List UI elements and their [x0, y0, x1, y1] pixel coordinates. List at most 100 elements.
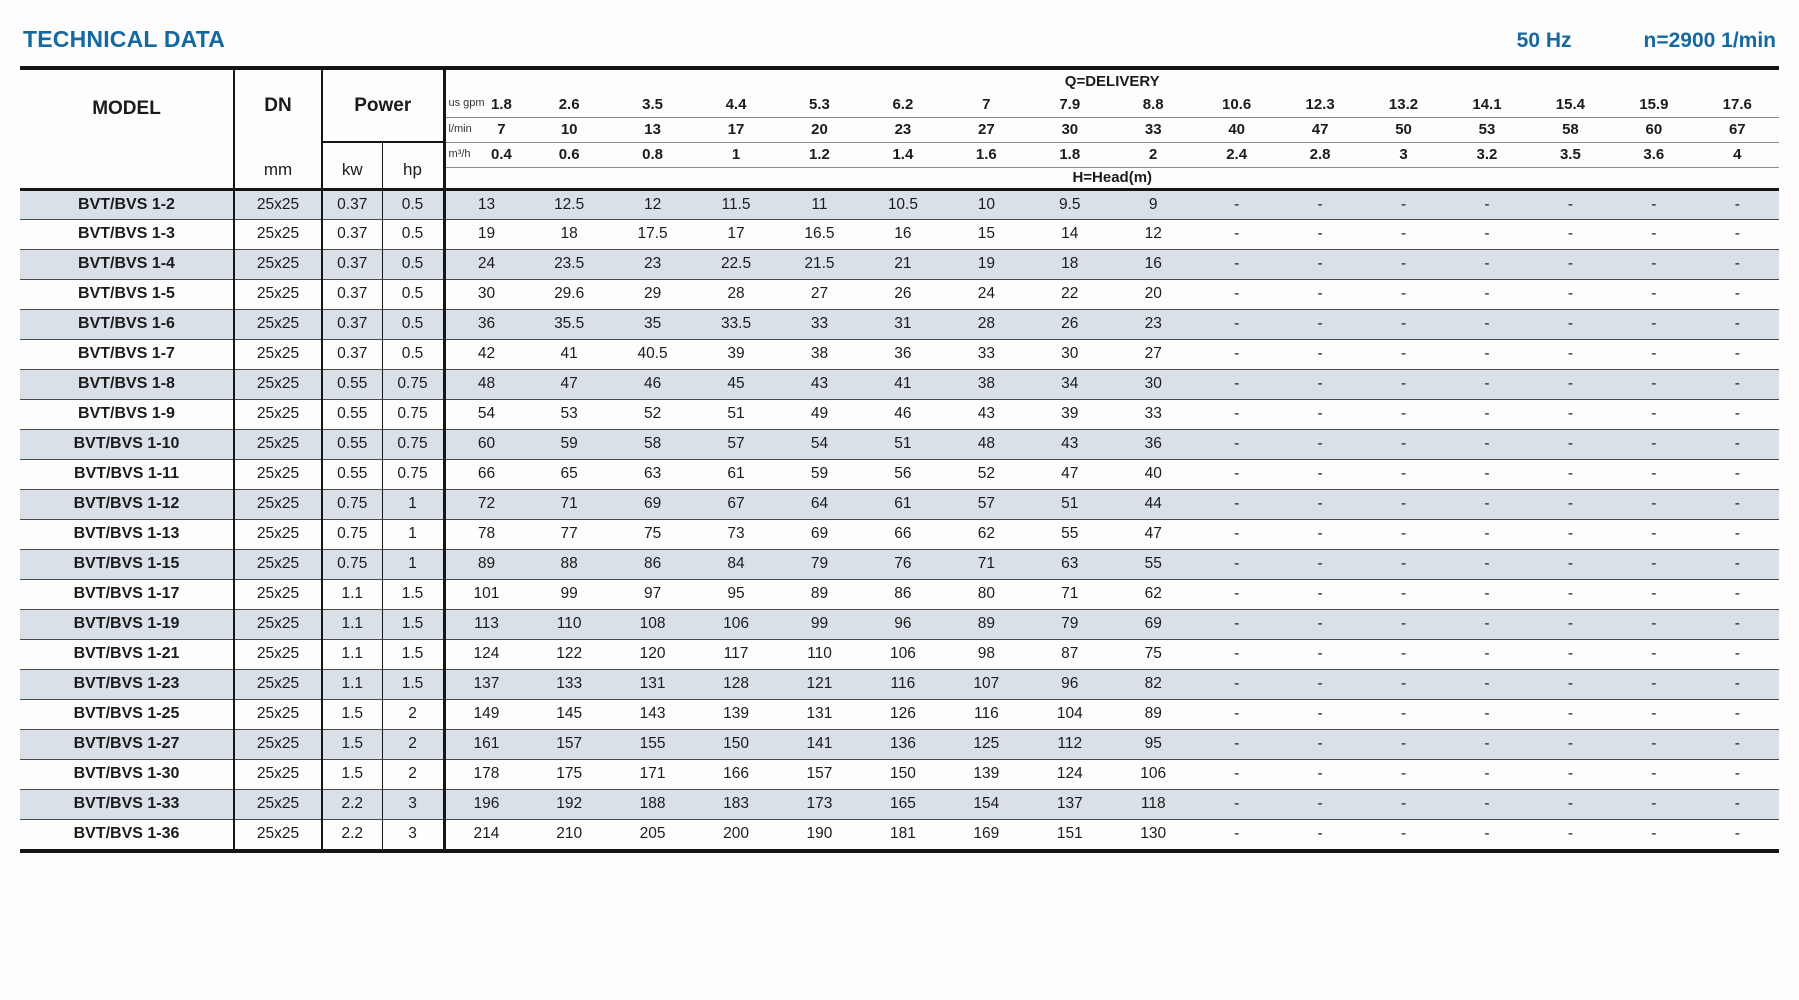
- head-value-cell: 173: [777, 789, 862, 820]
- head-value-cell: -: [1528, 609, 1613, 640]
- head-value-cell: -: [1695, 549, 1779, 580]
- power-column-header: Power: [322, 70, 446, 143]
- flow-header-value: 6.2: [861, 92, 945, 118]
- flow-header-value: 33: [1111, 117, 1195, 143]
- head-value-cell: 56: [861, 459, 945, 490]
- flow-header-value: 53: [1445, 117, 1529, 143]
- flow-header-value: 1.6: [944, 142, 1029, 168]
- head-value-cell: 16: [1111, 249, 1195, 280]
- head-value-cell: -: [1194, 399, 1279, 430]
- head-value-cell: 95: [694, 579, 778, 610]
- kw-cell: 1.1: [322, 669, 383, 700]
- head-value-cell: -: [1194, 519, 1279, 550]
- head-value-cell: 99: [527, 579, 611, 610]
- head-value-cell: -: [1612, 699, 1696, 730]
- head-value-cell: 34: [1028, 369, 1112, 400]
- model-cell: BVT/BVS 1-27: [20, 729, 235, 760]
- table-row: BVT/BVS 1-33 25x25 2.2 3 196 192 188 183 173 165 1…: [20, 789, 1779, 820]
- flow-header-value: 4: [1695, 142, 1779, 168]
- head-value-cell: 28: [944, 309, 1029, 340]
- kw-cell: 1.5: [322, 759, 383, 790]
- head-value-cell: -: [1361, 339, 1446, 370]
- head-value-cell: -: [1194, 369, 1279, 400]
- head-value-cell: 36: [444, 309, 528, 340]
- table-row: BVT/BVS 1-13 25x25 0.75 1 78 77 75 73 69 66 62 55 47…: [20, 519, 1779, 550]
- flow-header-value: m³/h 0.4: [444, 142, 528, 168]
- flow-header-value: 23: [861, 117, 945, 143]
- head-value-cell: 24: [444, 249, 528, 280]
- model-cell: BVT/BVS 1-10: [20, 429, 235, 460]
- table-row: BVT/BVS 1-36 25x25 2.2 3 214 210 205 200 190 181 1…: [20, 819, 1779, 849]
- hp-cell: 0.75: [382, 429, 446, 460]
- head-value-cell: 71: [944, 549, 1029, 580]
- table-row: BVT/BVS 1-12 25x25 0.75 1 72 71 69 67 64 61 57 51 44…: [20, 489, 1779, 520]
- head-value-cell: 60: [444, 429, 528, 460]
- head-value-cell: -: [1361, 369, 1446, 400]
- head-value-cell: 166: [694, 759, 778, 790]
- hp-cell: 1.5: [382, 609, 446, 640]
- head-value-cell: 124: [444, 639, 528, 670]
- dn-cell: 25x25: [234, 309, 323, 340]
- head-value-cell: -: [1194, 579, 1279, 610]
- kw-cell: 2.2: [322, 819, 383, 849]
- head-value-cell: -: [1445, 759, 1529, 790]
- head-value-cell: -: [1612, 249, 1696, 280]
- head-value-cell: 106: [694, 609, 778, 640]
- head-value-cell: -: [1528, 309, 1613, 340]
- head-value-cell: 15: [944, 219, 1029, 250]
- hp-cell: 0.75: [382, 459, 446, 490]
- head-value-cell: -: [1612, 369, 1696, 400]
- head-value-cell: 40: [1111, 459, 1195, 490]
- table-row: BVT/BVS 1-15 25x25 0.75 1 89 88 86 84 79 76 71 63 55…: [20, 549, 1779, 580]
- head-value-cell: -: [1612, 519, 1696, 550]
- head-value-cell: 9: [1111, 189, 1195, 220]
- table-row: BVT/BVS 1-2 25x25 0.37 0.5 13 12.5 12 11.5 11 10.…: [20, 189, 1779, 220]
- dn-cell: 25x25: [234, 759, 323, 790]
- head-value-cell: 190: [806, 825, 833, 843]
- model-cell: BVT/BVS 1-17: [20, 579, 235, 610]
- hp-cell: 3: [382, 789, 446, 820]
- head-value-cell: -: [1651, 825, 1657, 843]
- head-value-cell: 48: [944, 429, 1029, 460]
- head-value-cell: -: [1278, 459, 1362, 490]
- flow-header-value: 30: [1028, 117, 1112, 143]
- head-value-cell: 16.5: [777, 219, 862, 250]
- head-value-cell: -: [1528, 249, 1613, 280]
- head-value-cell: -: [1445, 429, 1529, 460]
- flow-header-value: 10: [527, 117, 611, 143]
- head-value-cell: 106: [1111, 759, 1195, 790]
- head-value-cell: -: [1528, 639, 1613, 670]
- head-value-cell: -: [1445, 489, 1529, 520]
- head-value-cell: 35.5: [527, 309, 611, 340]
- head-value-cell: 106: [861, 639, 945, 670]
- head-value-cell: -: [1612, 399, 1696, 430]
- kw-cell: 0.75: [322, 549, 383, 580]
- head-value-cell: -: [1361, 279, 1446, 310]
- head-value-cell: 86: [610, 549, 695, 580]
- head-value-cell: 41: [861, 369, 945, 400]
- head-value-cell: -: [1445, 549, 1529, 580]
- head-value-cell: 130: [1140, 825, 1167, 843]
- head-value-cell: 10.5: [861, 189, 945, 220]
- head-value-cell: -: [1278, 519, 1362, 550]
- head-value-cell: -: [1361, 789, 1446, 820]
- head-value-cell: -: [1361, 249, 1446, 280]
- table-row: BVT/BVS 1-6 25x25 0.37 0.5 36 35.5 35 33.5 33 31 2…: [20, 309, 1779, 340]
- head-value-cell: 157: [777, 759, 862, 790]
- head-value-cell: -: [1612, 789, 1696, 820]
- head-value-cell: -: [1528, 459, 1613, 490]
- head-value-cell: 98: [944, 639, 1029, 670]
- head-value-cell: -: [1278, 669, 1362, 700]
- head-value-cell: 73: [694, 519, 778, 550]
- head-value-cell: 76: [861, 549, 945, 580]
- flow-header-value: 14.1: [1445, 92, 1529, 118]
- table-row: BVT/BVS 1-11 25x25 0.55 0.75 66 65 63 61 59 56 52 4…: [20, 459, 1779, 490]
- head-value-cell: 62: [944, 519, 1029, 550]
- head-value-cell: 157: [527, 729, 611, 760]
- head-value-cell: 210: [556, 825, 583, 843]
- head-value-cell: 26: [1028, 309, 1112, 340]
- model-cell: BVT/BVS 1-8: [20, 369, 235, 400]
- head-value-cell: -: [1278, 789, 1362, 820]
- hp-cell: 3: [382, 819, 446, 849]
- model-cell: BVT/BVS 1-7: [20, 339, 235, 370]
